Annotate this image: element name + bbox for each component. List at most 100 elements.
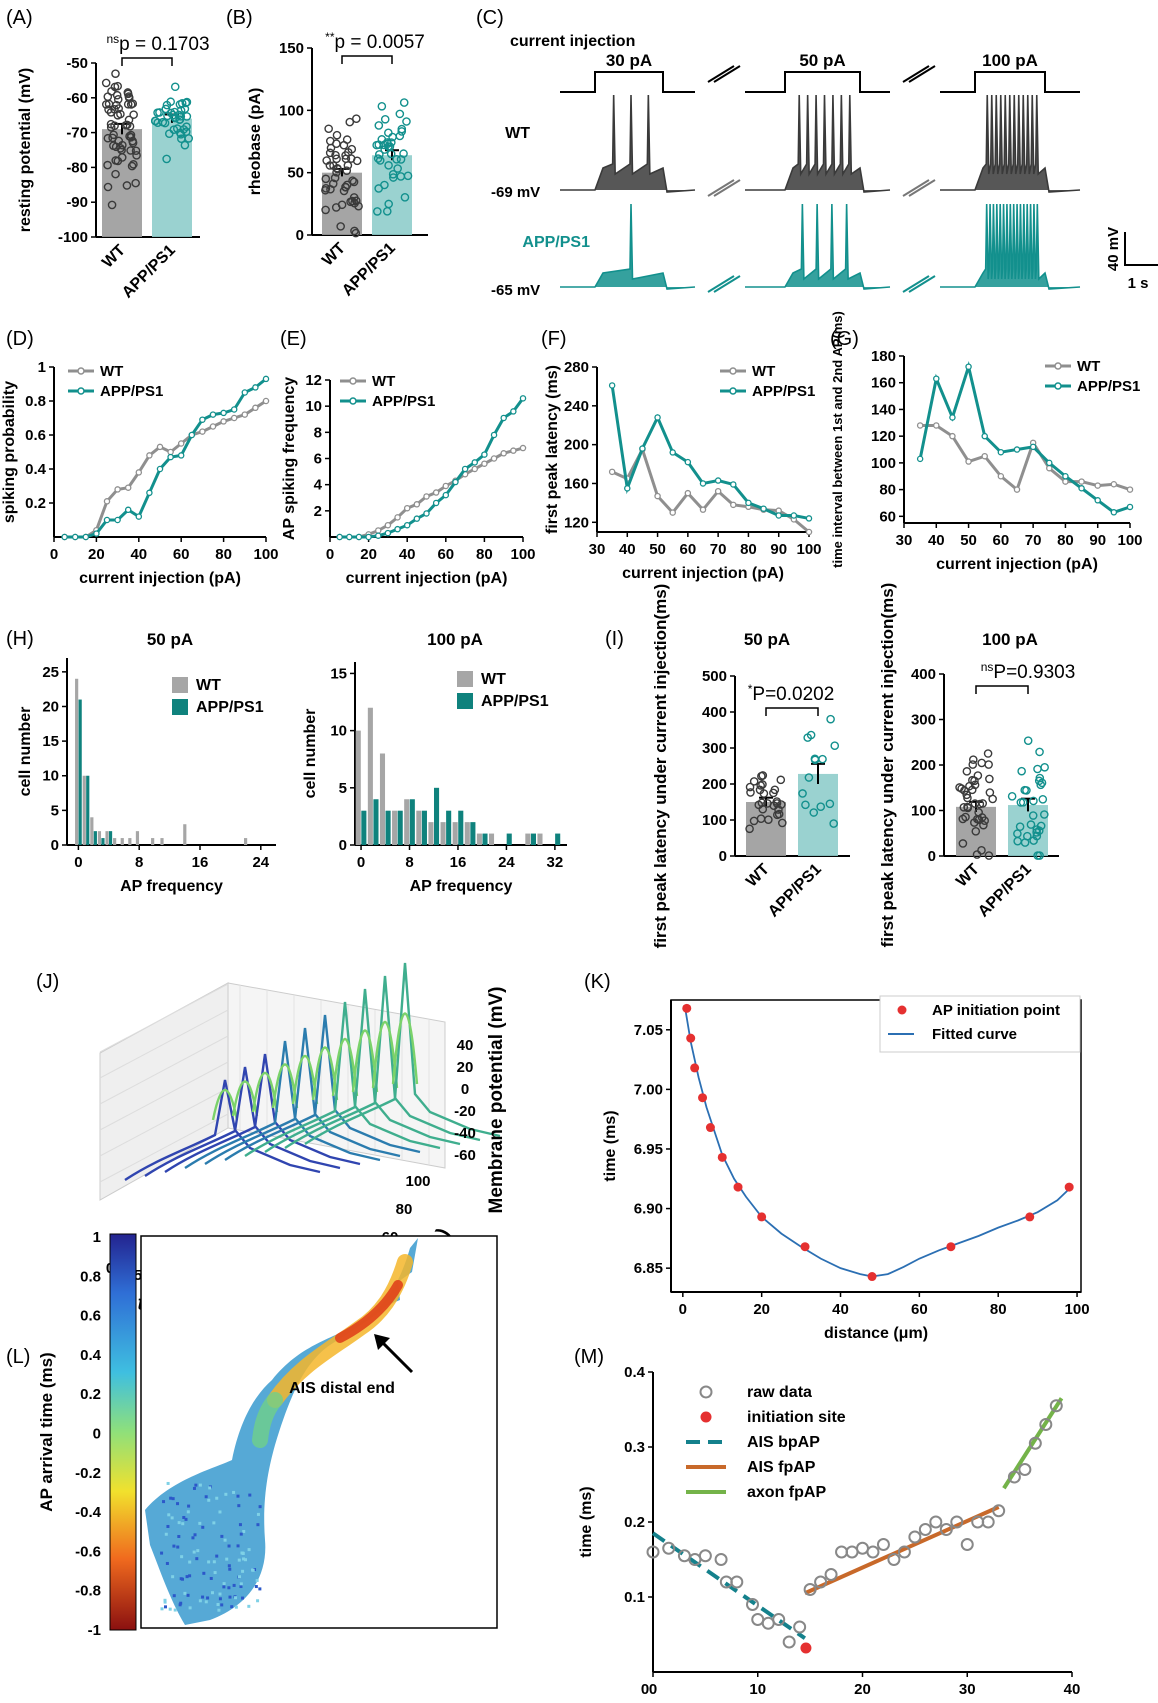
initiation-point (733, 1182, 743, 1192)
series-line-app-ps1 (918, 361, 1131, 514)
heatmap-pixel (198, 1483, 202, 1487)
data-point (1078, 478, 1085, 485)
x-tick-label: 40 (1064, 1681, 1081, 1698)
hist-bar-wt (392, 810, 398, 845)
raw-data-point (939, 1523, 953, 1536)
legend-label: WT (1077, 358, 1100, 375)
data-point (350, 198, 359, 208)
data-point (375, 150, 384, 159)
x-tick-label: 32 (547, 854, 564, 871)
data-point (654, 414, 661, 421)
y-tick-label: 100 (279, 102, 304, 119)
heatmap-pixel (166, 1524, 170, 1528)
data-point (384, 142, 393, 151)
heatmap-pixel (238, 1575, 242, 1579)
data-point (330, 173, 340, 183)
data-point (1035, 851, 1044, 860)
data-point (332, 167, 341, 177)
x-tick-label: 90 (770, 541, 787, 558)
x-tick-label: 80 (740, 541, 757, 558)
data-point (153, 118, 163, 128)
p-value: P=0.0202 (752, 684, 834, 705)
heatmap-pixel (196, 1549, 200, 1553)
data-point (182, 112, 192, 121)
data-point (114, 136, 124, 146)
x-tick-label: 100 (253, 546, 278, 563)
back-wall-left (99, 982, 229, 1201)
data-point (126, 130, 136, 140)
heatmap-pixel (181, 1522, 185, 1526)
data-point (608, 382, 616, 389)
y-tick-label: 300 (702, 740, 727, 757)
data-point (110, 82, 120, 92)
axis-break (713, 65, 741, 83)
category-label: WT (953, 861, 983, 891)
data-point (981, 432, 988, 440)
heatmap-pixel (204, 1495, 208, 1499)
data-point (113, 110, 123, 120)
x-axis-label: distance (μm) (824, 1325, 928, 1342)
data-point (332, 139, 341, 149)
raw-data-point (814, 1575, 828, 1589)
data-point (1078, 485, 1085, 492)
heatmap-pixel (210, 1591, 214, 1595)
heatmap-pixel (222, 1585, 226, 1589)
data-point (155, 108, 164, 117)
panel-i1: 0 100 200 300 400 500 first peak latency under… (605, 584, 850, 948)
y-tick-label: 180 (871, 348, 896, 365)
legend-label: WT (372, 373, 395, 390)
legend-label: APP/PS1 (100, 383, 163, 400)
panel-h2: 0 5 10 15 0 8 16 24 32 AP frequency cell number WT A… (302, 630, 567, 895)
data-point (1040, 762, 1049, 772)
legend-swatch (172, 677, 188, 693)
data-point (93, 530, 100, 537)
data-point (432, 489, 440, 496)
hist-bar-app-ps1 (530, 833, 536, 845)
data-point (101, 78, 111, 88)
y-tick-label: 0.4 (25, 461, 47, 478)
arrow-head (374, 1334, 390, 1350)
data-point (816, 802, 826, 812)
legend-label: raw data (747, 1384, 812, 1401)
x-tick-label: 40 (928, 532, 945, 549)
panel-label: (F) (541, 328, 567, 350)
data-point (423, 510, 430, 517)
y-tick-label: 400 (911, 666, 936, 683)
category-label: APP/PS1 (975, 861, 1035, 921)
x-tick-label: 5 (134, 1267, 142, 1284)
y-tick-label: 0.4 (624, 1364, 646, 1381)
data-point (997, 472, 1005, 480)
panel-k: 6.85 6.90 6.95 7.00 7.05 0 20 40 60 80 100 distance… (584, 971, 1090, 1342)
data-point (490, 431, 498, 439)
x-tick-label: 8 (135, 854, 143, 871)
data-point (126, 146, 135, 155)
significance-text: *P=0.0202 (748, 682, 835, 705)
row-label-app-ps1: APP/PS1 (522, 234, 590, 251)
hist-bar-wt (120, 838, 124, 845)
origin-label: 0 (641, 1681, 649, 1698)
heatmap-pixel (215, 1496, 219, 1500)
panel-label: (G) (830, 328, 859, 350)
data-point (413, 501, 421, 508)
x-tick-label: 100 (1117, 532, 1142, 549)
series-line-wt (611, 445, 810, 534)
x-tick-label: 40 (130, 546, 147, 563)
legend-label: Fitted curve (932, 1026, 1017, 1043)
data-point (826, 714, 835, 724)
legend-label: WT (196, 677, 221, 694)
legend-marker (729, 387, 737, 395)
raw-data-point (992, 1504, 1006, 1518)
heatmap-pixel (256, 1512, 260, 1516)
raw-data-point (929, 1515, 943, 1529)
hist-bar-wt (113, 838, 117, 845)
data-point (714, 477, 722, 484)
axis-break (902, 179, 930, 197)
heatmap-pixel (178, 1603, 182, 1607)
y-tick-label: 160 (871, 375, 896, 392)
data-point (1028, 811, 1038, 820)
data-point (103, 182, 113, 192)
heatmap-pixel (256, 1523, 260, 1527)
data-point (714, 487, 722, 495)
